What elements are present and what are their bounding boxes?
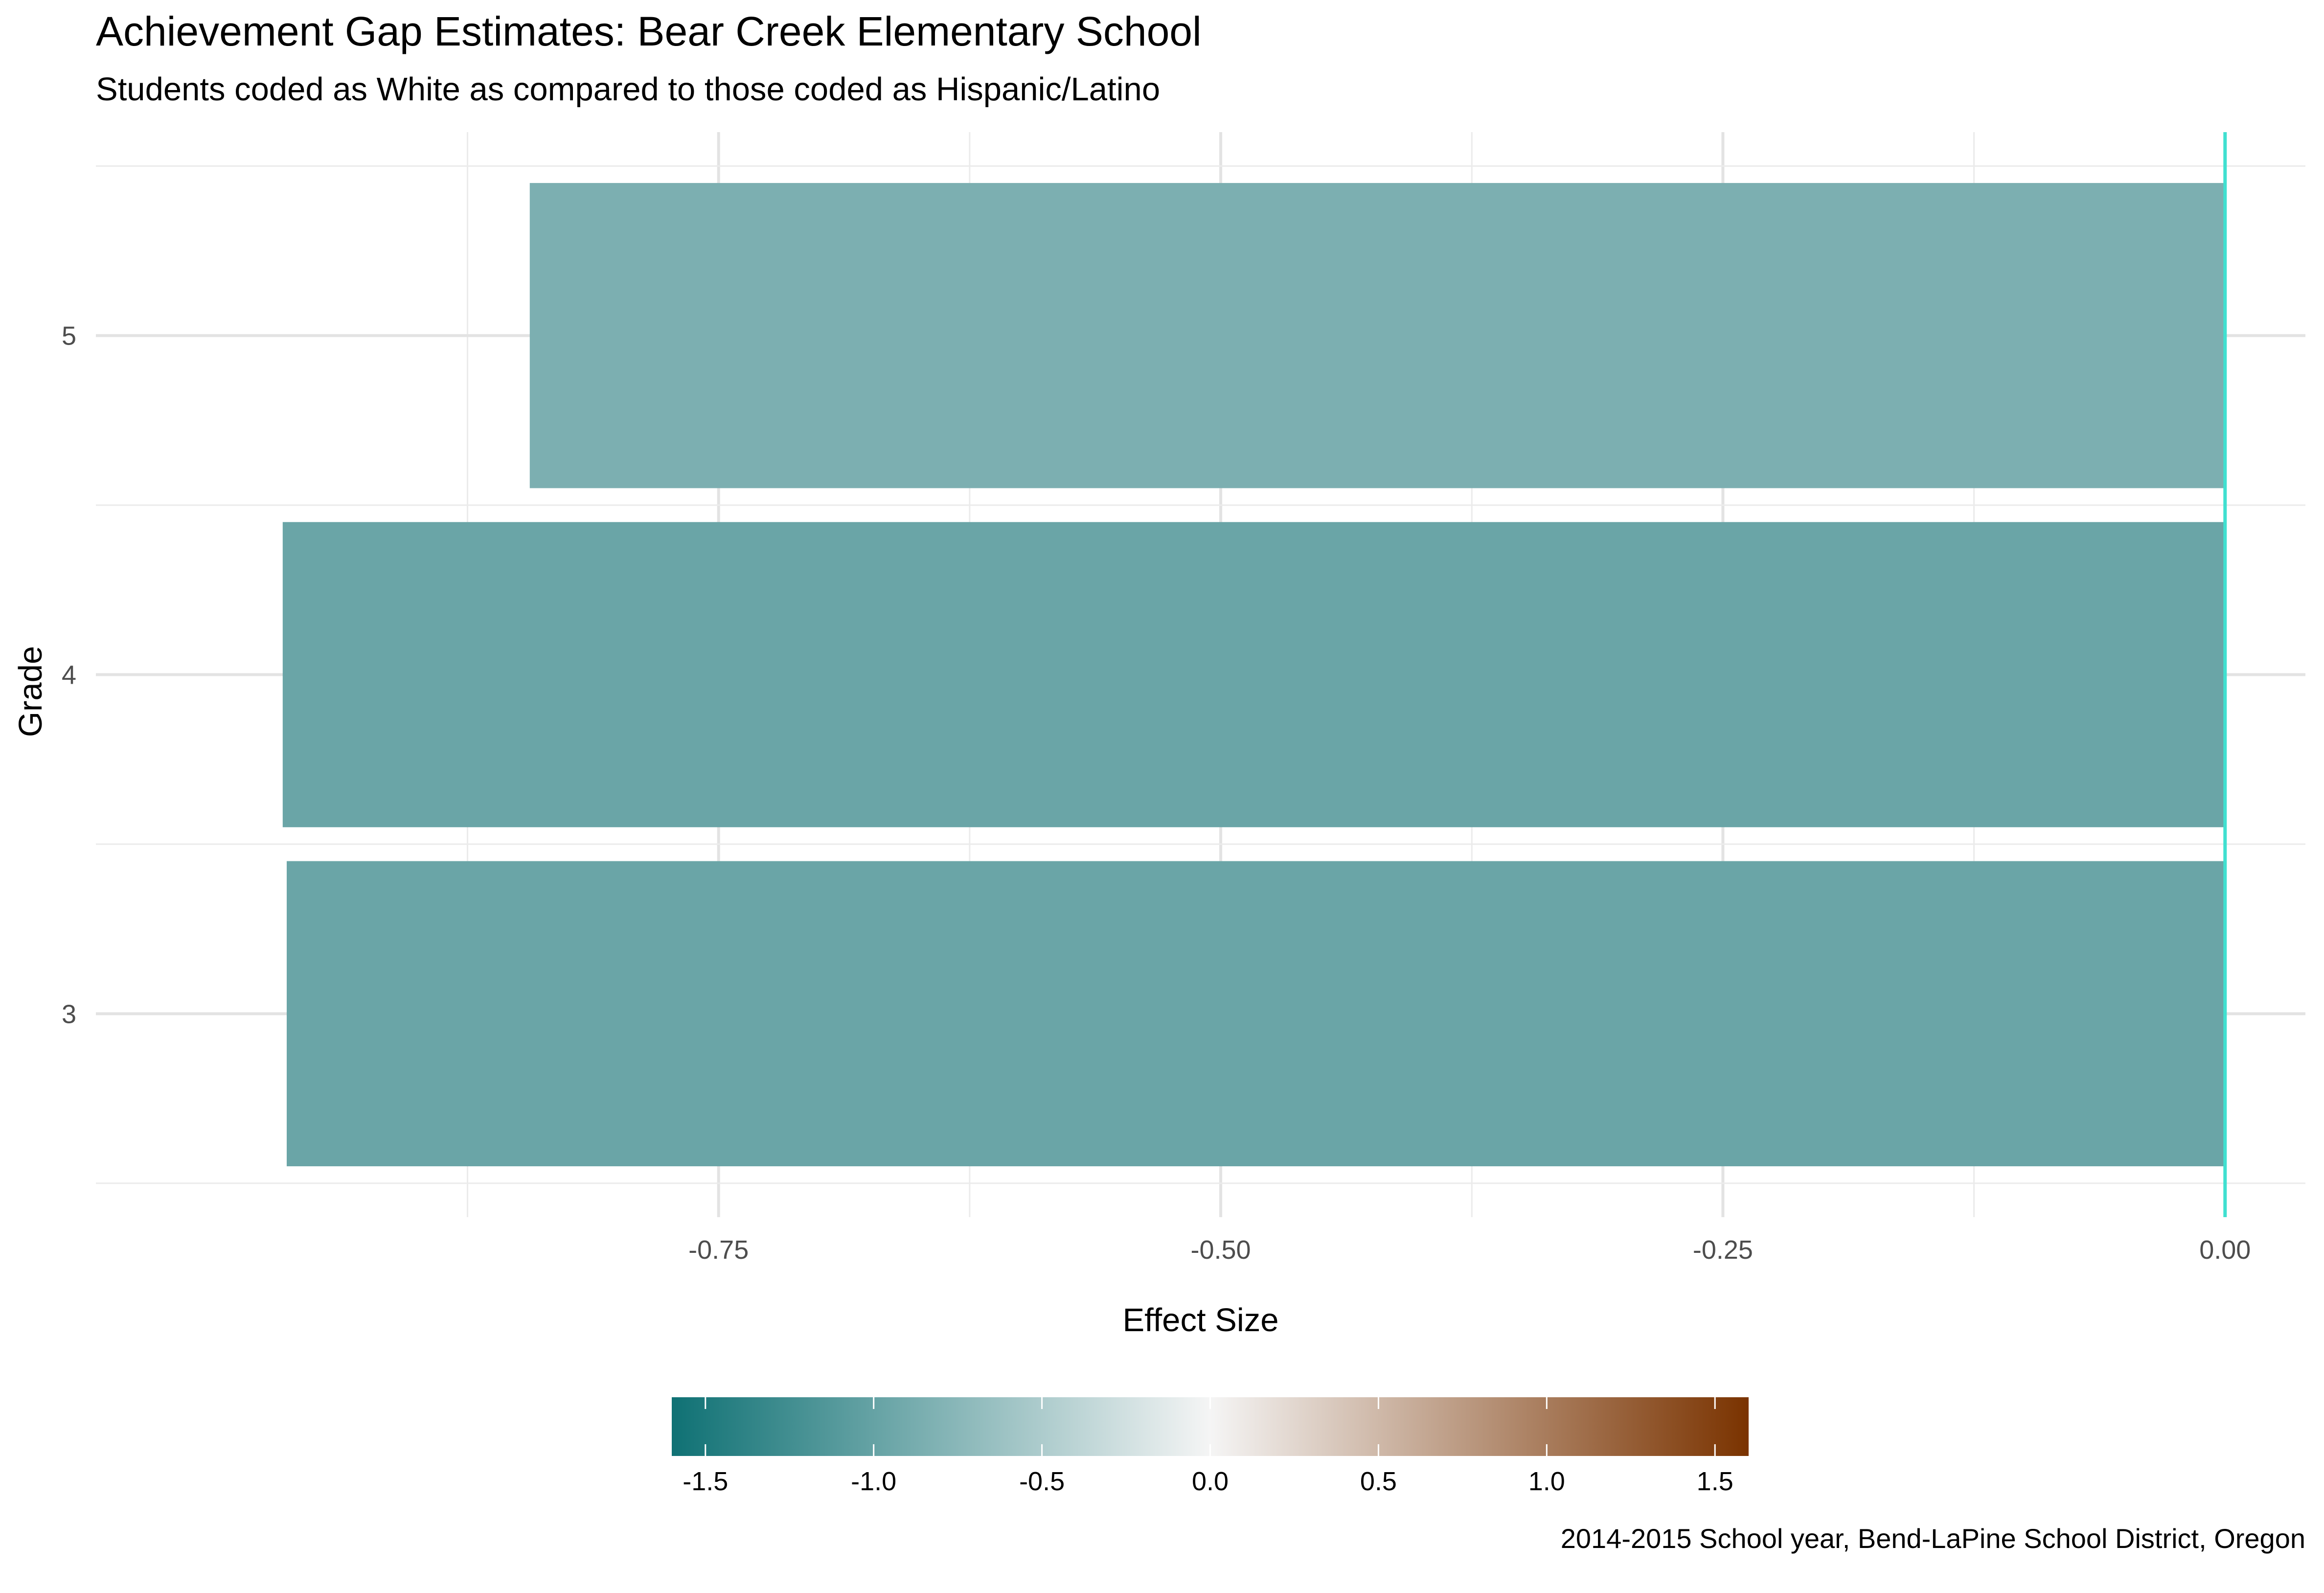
x-tick-label: -0.50 [1191,1235,1251,1265]
colorbar-tick-label: 0.5 [1360,1467,1397,1496]
y-axis-title: Grade [12,646,49,737]
chart-subtitle: Students coded as White as compared to t… [96,71,1160,108]
colorbar-tick-label: -0.5 [1019,1467,1065,1496]
y-tick-label: 3 [62,999,76,1029]
colorbar-tick-label: -1.5 [683,1467,728,1496]
y-tick-label: 4 [62,661,76,690]
chart-caption: 2014-2015 School year, Bend-LaPine Schoo… [1561,1523,2305,1554]
colorbar-tick-label: 1.5 [1697,1467,1733,1496]
colorbar-tick-label: 1.0 [1528,1467,1565,1496]
bar-grade-4 [282,522,2225,828]
bar-grade-5 [529,183,2225,488]
colorbar-legend: -1.5 -1.0 -0.5 0.0 0.5 1.0 1.5 [672,1397,1749,1496]
colorbar-tick-label: 0.0 [1192,1467,1229,1496]
x-axis-title: Effect Size [1122,1302,1278,1339]
x-tick-label: 0.00 [2199,1235,2251,1265]
colorbar-tick-label: -1.0 [851,1467,896,1496]
x-tick-label: -0.75 [688,1235,749,1265]
y-tick-label: 5 [62,322,76,351]
bars [282,183,2225,1167]
chart-title: Achievement Gap Estimates: Bear Creek El… [96,8,1202,54]
x-tick-label: -0.25 [1693,1235,1753,1265]
bar-grade-3 [287,861,2225,1167]
axes: -0.75 -0.50 -0.25 0.00 3 4 5 [62,322,2251,1265]
